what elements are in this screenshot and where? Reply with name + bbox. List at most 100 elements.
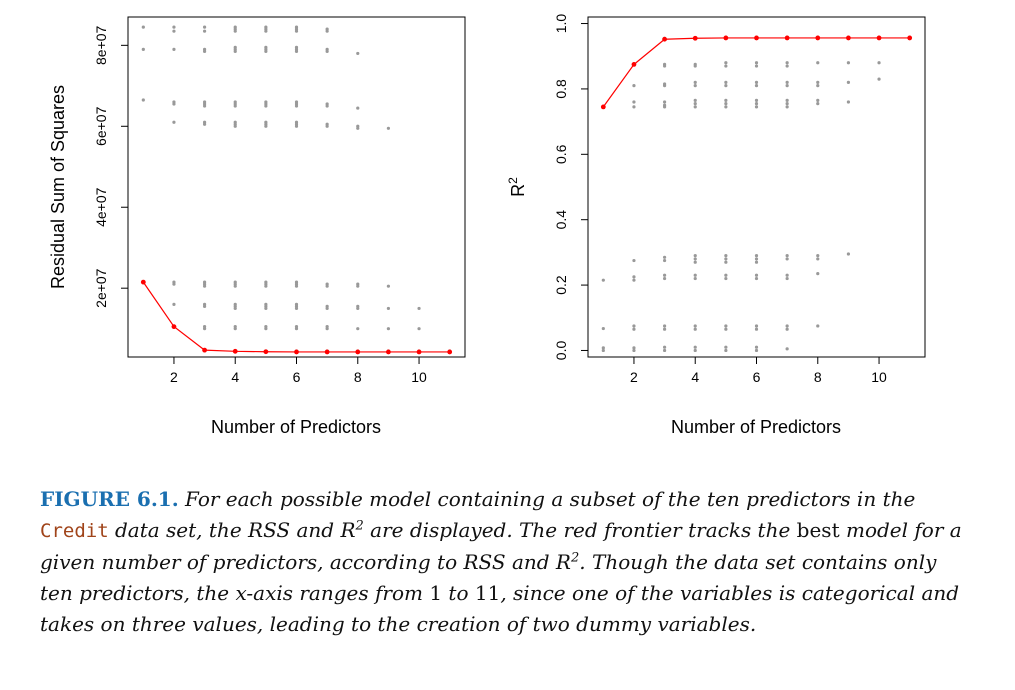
r2-model-point (754, 102, 759, 106)
r2-y-tick-label: 1.0 (553, 14, 569, 34)
rss-model-point (233, 124, 237, 128)
r2-model-point (877, 61, 881, 65)
r2-model-point (846, 100, 851, 104)
rss-model-point (294, 284, 299, 288)
r2-model-point (662, 100, 667, 104)
rss-model-point (202, 304, 207, 309)
rss-model-point (294, 29, 299, 33)
r2-model-point (724, 80, 728, 84)
r2-model-point (816, 254, 820, 258)
rss-model-point (356, 306, 360, 311)
rss-model-point (233, 284, 237, 288)
r2-x-tick-label: 4 (691, 369, 699, 385)
r2-model-point (724, 276, 728, 281)
rss-model-point (264, 104, 268, 108)
r2-y-axis-title-base: R (508, 184, 528, 197)
rss-model-point (233, 104, 237, 108)
rss-model-point (264, 29, 268, 33)
r2-model-point (693, 345, 697, 349)
r2-model-point (816, 80, 820, 84)
rss-model-point (141, 25, 145, 29)
r2-y-tick-label: 0.8 (553, 79, 569, 99)
rss-model-point (172, 29, 176, 33)
caption-text-5: . Though the data set contains only ten … (40, 550, 937, 605)
rss-y-tick-label: 4e+07 (93, 187, 109, 227)
r2-frontier-point (876, 35, 882, 41)
r2-model-point (662, 327, 667, 331)
rss-panel: 2 4 6 8 10 2e+07 4e+07 6e+07 8e+07 Number of Pr… (48, 16, 466, 437)
r2-model-point (693, 327, 697, 331)
r2-model-point (693, 260, 697, 264)
r2-model-point (816, 61, 820, 65)
r2-model-point (785, 61, 789, 65)
rss-model-point (172, 282, 176, 286)
r2-x-tick-label: 10 (871, 369, 887, 385)
r2-model-point (662, 345, 667, 349)
r2-model-point (754, 260, 759, 264)
r2-model-point (846, 252, 851, 256)
rss-model-point (202, 29, 207, 33)
r2-frontier-point (723, 35, 729, 41)
r2-y-tick-label: 0.4 (553, 210, 569, 230)
r2-frontier-point (846, 35, 851, 41)
rss-model-point (386, 126, 391, 130)
r2-model-point (785, 80, 789, 84)
rss-model-point (202, 284, 207, 288)
r2-model-point (693, 84, 697, 88)
rss-y-tick-label: 2e+07 (93, 268, 109, 308)
r2-model-point (693, 80, 697, 84)
r2-frontier-point (907, 35, 913, 41)
r2-model-point (846, 80, 851, 84)
rss-model-point (417, 306, 421, 311)
r2-model-point (724, 257, 728, 261)
r2-model-point (754, 98, 759, 102)
r2-model-point (632, 258, 636, 263)
r2-model-point (816, 324, 820, 328)
rss-frontier (140, 279, 453, 355)
r2-model-point (662, 273, 667, 277)
rss-model-point (233, 29, 237, 33)
caption-text-8: , since one of the variables is categori… (40, 581, 960, 636)
r2-model-point (724, 327, 728, 331)
r2-model-point (816, 272, 820, 276)
rss-y-axis-title: Residual Sum of Squares (48, 85, 68, 289)
r2-model-point (693, 273, 697, 277)
rss-frontier-point (263, 349, 269, 355)
r2-model-point (785, 347, 789, 351)
r2-model-point (632, 105, 636, 109)
rss-frontier-point (324, 349, 330, 355)
rss-model-point (264, 306, 268, 311)
r2-model-point (693, 257, 697, 261)
r2-x-tick-label: 2 (630, 369, 638, 385)
r2-model-point (632, 324, 636, 328)
r2-model-point (724, 254, 728, 258)
r2-model-point (816, 84, 820, 88)
caption-r2-2-sup: 2 (570, 550, 580, 566)
rss-frontier-point (140, 279, 146, 285)
rss-model-point (386, 284, 391, 288)
rss-y-tick-label: 6e+07 (93, 106, 109, 146)
rss-frontier-point (171, 324, 177, 330)
rss-model-point (264, 124, 268, 128)
r2-model-point (785, 254, 789, 258)
r2-model-point (601, 348, 605, 353)
figure-canvas: 2 4 6 8 10 2e+07 4e+07 6e+07 8e+07 Number of Pr… (48, 14, 926, 437)
r2-model-point (632, 327, 636, 331)
rss-model-point (294, 124, 299, 128)
caption-best: best (796, 518, 840, 542)
r2-frontier-point (631, 62, 637, 67)
r2-model-point (724, 98, 728, 102)
r2-model-point (754, 324, 759, 328)
caption-text-3: are displayed. The red frontier tracks t… (363, 518, 797, 542)
rss-model-point (294, 104, 299, 108)
r2-model-point (724, 61, 728, 65)
rss-model-point (202, 122, 207, 126)
rss-x-axis-title: Number of Predictors (211, 417, 381, 437)
r2-x-axis-title: Number of Predictors (671, 417, 841, 437)
rss-model-point (233, 327, 237, 331)
r2-model-point (693, 324, 697, 328)
r2-model-point (754, 84, 759, 88)
rss-x-tick-label: 6 (293, 369, 301, 385)
r2-model-point (724, 324, 728, 328)
r2-model-point (632, 278, 636, 282)
